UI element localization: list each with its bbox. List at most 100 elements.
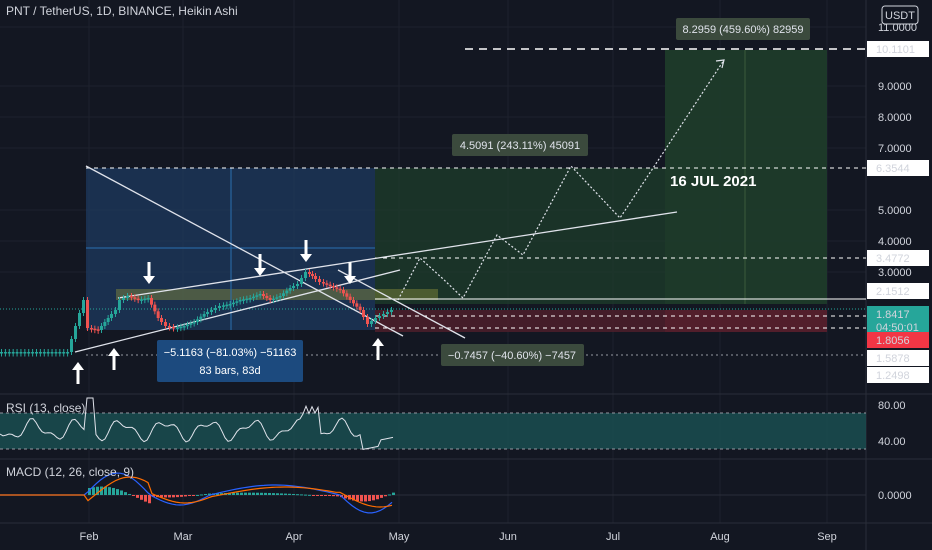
loss-box-text: −0.7457 (−40.60%) −7457 (448, 350, 576, 362)
candle-body (0, 352, 3, 354)
candle-body (288, 288, 292, 291)
candle-body (199, 316, 203, 320)
candle-body (318, 279, 321, 282)
price-tick-label: 4.0000 (878, 236, 912, 248)
candle-body (66, 352, 70, 354)
macd-hist-bar (204, 493, 207, 495)
macd-hist-bar (312, 495, 315, 496)
macd-hist-bar (376, 495, 379, 500)
candle-body (285, 290, 289, 294)
price-label-box (867, 332, 929, 348)
macd-hist-bar (272, 493, 275, 495)
candle-body (179, 326, 183, 329)
macd-hist-bar (140, 495, 143, 500)
price-axis[interactable]: 11.0000 9.0000 8.0000 7.0000 5.0000 4.0000 3.0… (878, 22, 917, 279)
macd-hist-bar (188, 495, 191, 496)
candle-body (345, 293, 349, 297)
candle-body (58, 352, 62, 354)
macd-hist-bar (248, 492, 251, 495)
candle-body (308, 272, 311, 274)
candle-body (332, 286, 335, 288)
macd-hist-bar (172, 495, 175, 498)
macd-hist-bar (200, 494, 203, 496)
candle-body (258, 294, 262, 296)
price-label-box (867, 367, 929, 383)
time-tick-label: May (389, 531, 410, 543)
drop-box: −5.1163 (−81.03%) −51163 83 bars, 83d (157, 340, 303, 382)
macd-hist-bar (236, 492, 239, 495)
candle-body (86, 300, 89, 328)
candle-body (222, 305, 225, 307)
price-label-box (867, 350, 929, 366)
candle-body (192, 322, 196, 324)
candle-body (189, 323, 193, 325)
macd-hist-bar (228, 492, 231, 495)
macd-hist-bar (96, 486, 99, 495)
macd-hist-bar (372, 495, 375, 501)
time-tick-label: Apr (285, 531, 302, 543)
candle-body (268, 298, 272, 300)
candle-body (338, 288, 342, 291)
macd-hist-bar (176, 495, 179, 498)
candle-body (62, 352, 66, 354)
candle-body (322, 282, 325, 284)
indicator-axis: 80.00 40.00 0.0000 (878, 400, 912, 502)
macd-hist-bar (320, 495, 323, 496)
price-label-value: 1.8417 (876, 309, 910, 321)
candle-body (146, 298, 150, 300)
candle-body (74, 326, 77, 339)
candle-body (328, 284, 332, 287)
candle-body (248, 298, 252, 300)
currency-button[interactable]: USDT (881, 5, 919, 25)
candle-body (314, 276, 317, 279)
rsi-label: RSI (13, close) (6, 401, 85, 415)
candle-body (153, 304, 157, 312)
macd-hist-bar (240, 492, 243, 495)
macd-hist-bar (392, 492, 395, 495)
symbol-title: PNT / TetherUS, 1D, BINANCE, Heikin Ashi (6, 4, 238, 18)
candle-body (182, 326, 186, 328)
candle-body (82, 300, 85, 313)
macd-hist-bar (100, 486, 103, 495)
macd-hist-bar (244, 492, 247, 495)
macd-hist-bar (120, 490, 123, 495)
candle-body (70, 339, 73, 352)
up-arrow-icon (108, 348, 120, 370)
candle-body (156, 311, 160, 318)
candle-body (140, 299, 143, 301)
macd-hist-bar (112, 487, 115, 495)
date-annotation: 16 JUL 2021 (670, 173, 756, 190)
macd-hist-bar (92, 487, 95, 495)
candle-body (206, 312, 209, 314)
macd-hist-bar (316, 495, 319, 496)
time-tick-label: Mar (174, 531, 193, 543)
candle-body (133, 297, 137, 299)
candle-body (348, 296, 352, 300)
candle-body (202, 314, 206, 317)
candle-body (296, 284, 299, 286)
candle-body (282, 293, 285, 296)
macd-hist-bar (360, 495, 363, 502)
candle-body (100, 326, 103, 330)
macd-label: MACD (12, 26, close, 9) (6, 465, 134, 479)
macd-hist-bar (276, 493, 279, 495)
up-arrow-icon (372, 338, 384, 360)
candle-body (126, 296, 129, 298)
candle-body (35, 352, 38, 354)
macd-hist-bar (148, 495, 151, 504)
down-arrow-icon (143, 262, 155, 284)
candle-body (275, 297, 279, 299)
price-label-value: 1.2498 (876, 370, 910, 382)
candle-body (93, 328, 97, 331)
time-tick-label: Aug (710, 531, 730, 543)
macd-hist-bar (132, 495, 135, 496)
candle-body (90, 328, 93, 330)
candle-body (42, 352, 46, 354)
candle-body (23, 352, 27, 354)
candle-body (31, 352, 35, 354)
macd-hist-bar (196, 494, 199, 496)
price-label-value: 3.4772 (876, 253, 910, 265)
time-axis[interactable]: Feb Mar Apr May Jun Jul Aug Sep (80, 531, 837, 543)
arrow-markers (72, 240, 384, 384)
